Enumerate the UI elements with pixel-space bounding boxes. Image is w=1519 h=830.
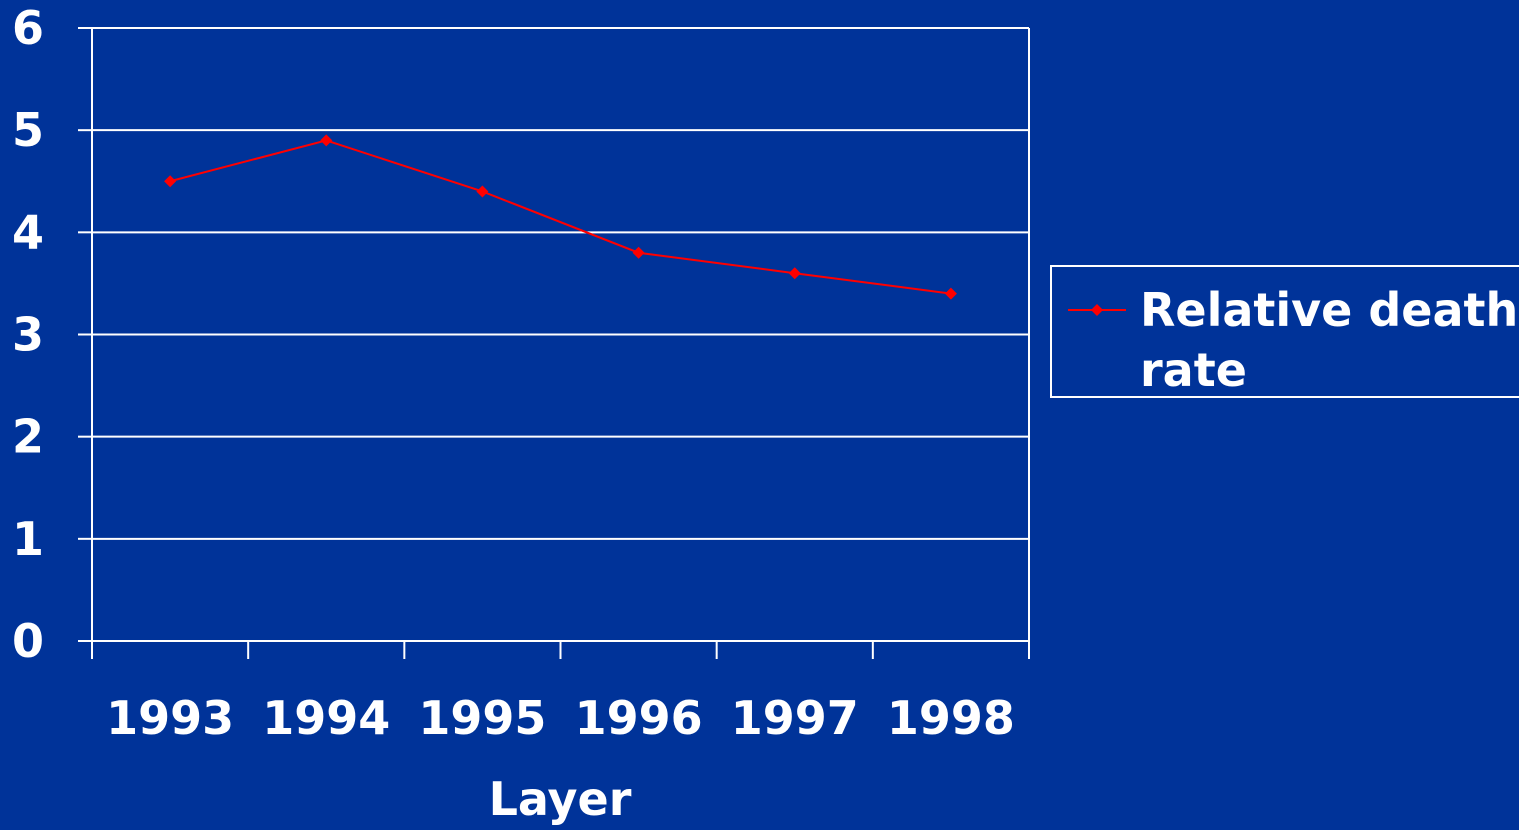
legend: Relative death rate [1050,265,1519,398]
axes [78,27,1030,659]
series-line [169,139,952,295]
legend-label-line-2: rate [1140,343,1247,397]
data-point-1995 [476,185,489,198]
y-tick-labels: 0 1 2 3 4 5 6 [12,1,44,668]
legend-box [1050,265,1519,398]
legend-label: Relative death rate [1140,283,1519,397]
y-tick-label-5: 5 [12,103,44,157]
legend-diamond-marker [1091,304,1103,316]
data-point-1998 [944,287,957,300]
data-point-1996 [632,246,645,259]
x-tick-label-1998: 1998 [887,691,1015,745]
gridlines [92,27,1029,642]
y-tick-label-6: 6 [12,1,44,55]
x-axis-title: Layer [489,772,632,826]
data-point-1997 [788,267,801,280]
y-tick-label-3: 3 [12,308,44,362]
y-tick-label-2: 2 [12,410,44,464]
y-tick-label-4: 4 [12,205,44,259]
x-tick-label-1997: 1997 [731,691,859,745]
data-point-1994 [320,134,333,147]
x-tick-label-1994: 1994 [262,691,390,745]
x-tick-label-1993: 1993 [106,691,234,745]
y-tick-label-1: 1 [12,512,44,566]
x-tick-labels: 1993 1994 1995 1996 1997 1998 [106,691,1015,745]
series-relative-death-rate [164,134,957,300]
legend-label-line-1: Relative death [1140,283,1518,337]
x-tick-label-1996: 1996 [575,691,703,745]
x-tick-label-1995: 1995 [418,691,546,745]
y-tick-label-0: 0 [12,614,44,668]
data-point-1993 [164,175,177,188]
